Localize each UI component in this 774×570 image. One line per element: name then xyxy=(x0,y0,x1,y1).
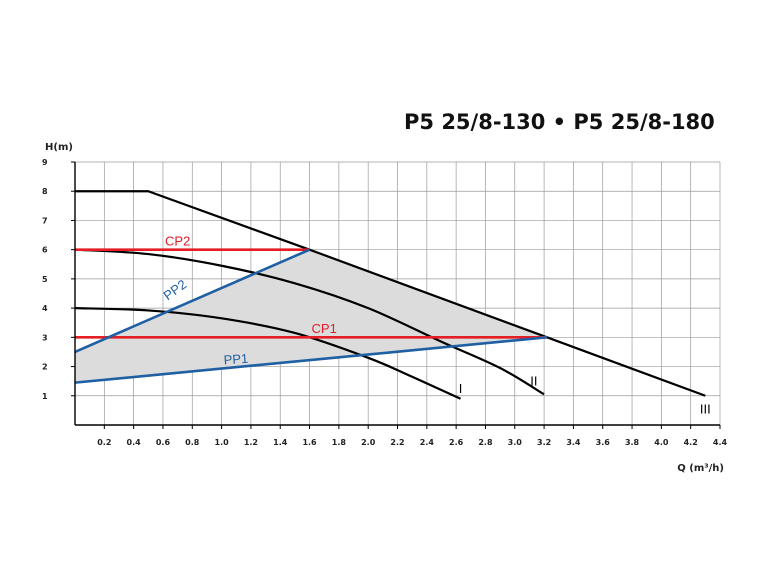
y-tick-label: 3 xyxy=(42,333,48,342)
tick-labels: 0.2 0.4 0.6 0.8 1.0 1.2 1.4 1.6 1.8 2.0 2.2 2.4 2.6 2… xyxy=(42,158,728,447)
series-line-pp1 xyxy=(74,336,548,384)
y-tick-label: 9 xyxy=(42,158,48,167)
curve-label-pp1: PP1 xyxy=(223,351,249,368)
operating-region xyxy=(75,249,548,383)
x-tick-label: 2.0 xyxy=(361,438,376,447)
x-tick-label: 3.2 xyxy=(537,438,551,447)
series-line-ii xyxy=(74,248,545,396)
series-line-i xyxy=(74,307,461,400)
y-tick-label: 5 xyxy=(42,275,48,284)
y-tick-label: 4 xyxy=(42,304,48,313)
curve-label-ii: II xyxy=(530,374,537,389)
x-tick-label: 0.2 xyxy=(97,438,111,447)
curve-label-pp2: PP2 xyxy=(161,277,190,304)
x-tick-label: 2.2 xyxy=(390,438,404,447)
axes xyxy=(71,161,721,429)
x-tick-label: 1.2 xyxy=(244,438,258,447)
x-tick-label: 3.4 xyxy=(566,438,581,447)
curve-label-iii: III xyxy=(700,401,711,416)
x-tick-label: 0.4 xyxy=(127,438,142,447)
x-tick-label: 1.8 xyxy=(332,438,347,447)
series-line-pp2 xyxy=(74,248,311,354)
x-tick-label: 1.4 xyxy=(273,438,288,447)
curve-label-cp2: CP2 xyxy=(165,233,190,248)
x-tick-label: 4.4 xyxy=(713,438,728,447)
chart-title: P5 25/8-130 • P5 25/8-180 xyxy=(404,110,715,134)
y-tick-label: 7 xyxy=(42,216,48,225)
y-tick-label: 1 xyxy=(42,392,48,401)
y-tick-label: 8 xyxy=(42,187,48,196)
x-tick-label: 3.6 xyxy=(596,438,611,447)
x-tick-label: 2.6 xyxy=(449,438,464,447)
x-tick-label: 2.4 xyxy=(420,438,435,447)
series-lines xyxy=(74,190,706,400)
x-tick-label: 3.0 xyxy=(508,438,523,447)
curve-label-cp1: CP1 xyxy=(312,321,337,336)
x-tick-label: 2.8 xyxy=(478,438,493,447)
y-tick-label: 2 xyxy=(42,363,48,372)
x-tick-label: 1.6 xyxy=(302,438,317,447)
y-axis-label: H(m) xyxy=(45,142,73,153)
x-tick-label: 1.0 xyxy=(215,438,230,447)
operating-region-fill xyxy=(75,249,548,383)
x-tick-label: 0.6 xyxy=(156,438,171,447)
x-tick-label: 0.8 xyxy=(185,438,200,447)
y-tick-label: 6 xyxy=(42,246,48,255)
curve-label-i: I xyxy=(459,381,463,396)
x-axis-label: Q (m³/h) xyxy=(677,463,724,474)
x-tick-label: 4.0 xyxy=(654,438,669,447)
x-tick-label: 4.2 xyxy=(684,438,698,447)
x-tick-label: 3.8 xyxy=(625,438,640,447)
